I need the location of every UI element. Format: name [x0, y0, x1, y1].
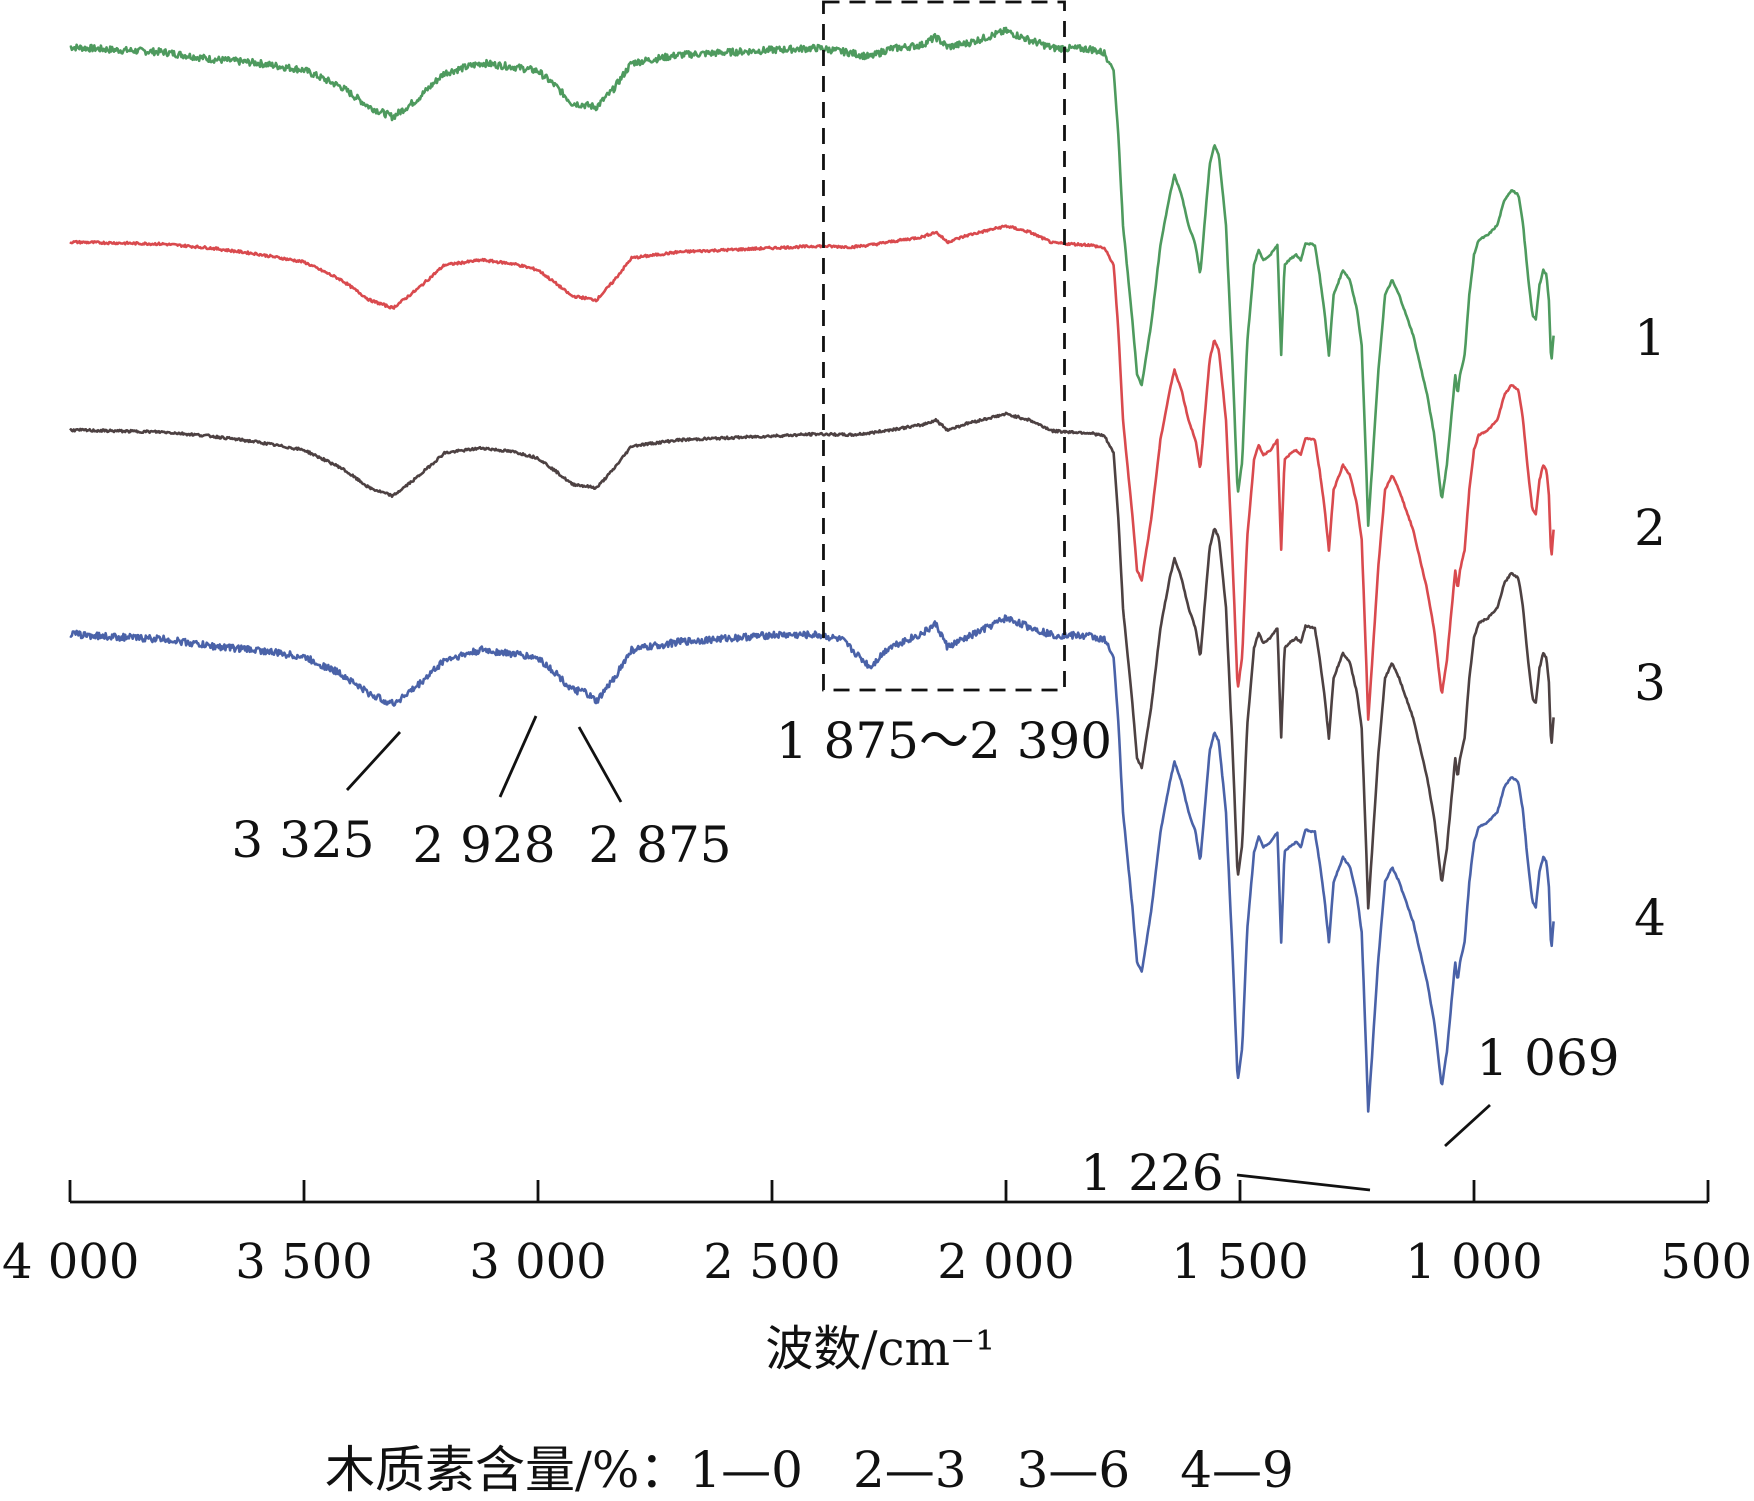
annotation-line-1069: [1444, 1103, 1491, 1148]
annotation-label-1226: 1 226: [1080, 1144, 1223, 1202]
series-line-1: [69, 26, 1555, 527]
annotation-label-2928: 2 928: [412, 816, 555, 874]
highlight-box-label: 1 875～2 390: [776, 712, 1112, 770]
x-axis-title: 波数/cm⁻¹: [765, 1321, 994, 1377]
series-label-1: 1: [1634, 309, 1666, 367]
x-tick-label-500: 500: [1660, 1234, 1752, 1290]
annotation-label-1069: 1 069: [1476, 1029, 1619, 1087]
x-tick-label-2500: 2 500: [703, 1234, 840, 1290]
x-tick-label-2000: 2 000: [937, 1234, 1074, 1290]
series-label-layer: 1 2 3 4: [1634, 309, 1666, 947]
annotation-label-2875: 2 875: [588, 816, 731, 874]
x-tick-label-3500: 3 500: [235, 1234, 372, 1290]
annotation-line-2928: [498, 715, 538, 798]
annotation-label-3325: 3 325: [231, 811, 374, 869]
annotation-line-1226: [1236, 1173, 1371, 1192]
series-label-4: 4: [1634, 889, 1666, 947]
x-tick-label-1000: 1 000: [1405, 1234, 1542, 1290]
series-label-2: 2: [1634, 499, 1666, 557]
series-line-2: [69, 224, 1555, 721]
series-layer: [69, 26, 1555, 1113]
legend-note: 木质素含量/%：1—0 2—3 3—6 4—9: [325, 1441, 1294, 1496]
x-tick-label-4000: 4 000: [2, 1234, 139, 1290]
x-tick-label-3000: 3 000: [469, 1234, 606, 1290]
series-line-4: [69, 614, 1555, 1113]
series-label-3: 3: [1634, 654, 1666, 712]
series-line-3: [69, 411, 1555, 910]
annotation-layer: 3 325 2 928 2 875 1 226 1 069: [231, 715, 1620, 1202]
annotation-line-3325: [345, 731, 402, 791]
highlight-layer: 1 875～2 390: [776, 0, 1112, 770]
annotation-line-2875: [577, 726, 623, 803]
x-tick-label-1500: 1 500: [1171, 1234, 1308, 1290]
x-axis: 4 000 3 500 3 000 2 500 2 000 1 500 1 000 500: [2, 1180, 1752, 1290]
highlight-box: [822, 0, 1066, 692]
